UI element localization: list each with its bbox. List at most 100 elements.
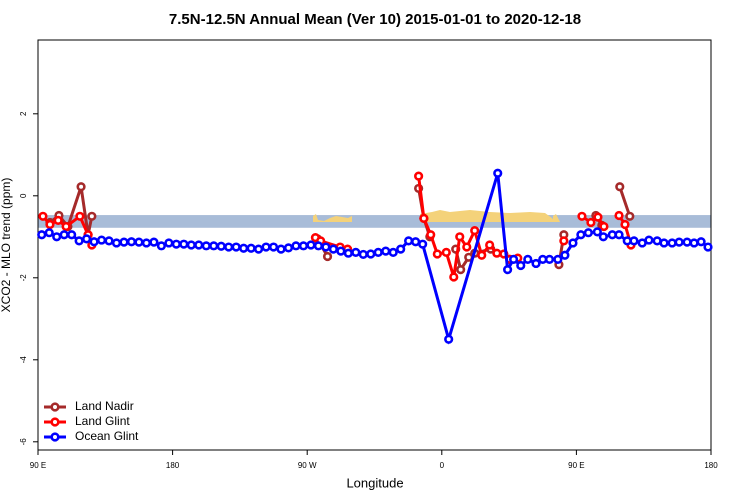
point bbox=[444, 334, 454, 344]
point bbox=[358, 249, 368, 260]
point bbox=[119, 237, 129, 247]
point bbox=[141, 238, 152, 248]
x-tick-label: 90 E bbox=[568, 461, 584, 470]
point bbox=[477, 250, 487, 260]
y-tick-label: -2 bbox=[19, 274, 28, 282]
point bbox=[403, 236, 414, 246]
point bbox=[194, 240, 204, 250]
point bbox=[59, 230, 69, 240]
point bbox=[343, 248, 353, 258]
point bbox=[201, 241, 211, 251]
point bbox=[492, 248, 502, 258]
y-tick-label: 2 bbox=[19, 111, 28, 116]
point bbox=[44, 228, 54, 238]
point bbox=[432, 249, 442, 259]
legend-marker bbox=[50, 432, 60, 442]
point bbox=[598, 232, 608, 242]
point bbox=[516, 260, 526, 271]
land-mask bbox=[313, 210, 560, 222]
point bbox=[298, 241, 309, 251]
legend-marker bbox=[50, 417, 60, 427]
point bbox=[592, 227, 602, 237]
point bbox=[253, 244, 264, 254]
point bbox=[629, 236, 639, 246]
point bbox=[38, 211, 48, 221]
point bbox=[544, 254, 555, 264]
point bbox=[419, 213, 429, 223]
point bbox=[414, 171, 424, 181]
point bbox=[351, 247, 361, 257]
point bbox=[689, 238, 699, 248]
point bbox=[493, 168, 503, 178]
x-tick-label: 180 bbox=[704, 461, 718, 470]
point bbox=[126, 237, 137, 247]
point bbox=[418, 239, 428, 249]
point bbox=[388, 247, 398, 257]
series-line bbox=[41, 172, 709, 345]
point bbox=[291, 241, 301, 251]
point bbox=[625, 211, 635, 221]
point bbox=[560, 250, 570, 260]
point bbox=[134, 237, 144, 247]
point bbox=[441, 247, 451, 257]
point bbox=[179, 239, 189, 249]
point bbox=[261, 242, 271, 252]
point bbox=[682, 237, 692, 247]
legend-label: Ocean Glint bbox=[75, 429, 139, 443]
point bbox=[667, 238, 677, 248]
point bbox=[696, 237, 706, 247]
y-tick-label: -4 bbox=[19, 356, 28, 364]
point bbox=[53, 215, 63, 225]
point bbox=[462, 242, 472, 252]
point bbox=[276, 244, 286, 254]
point bbox=[508, 254, 519, 264]
x-tick-label: 0 bbox=[440, 461, 445, 470]
point bbox=[614, 230, 624, 240]
plot-layer bbox=[37, 168, 713, 345]
point bbox=[171, 239, 181, 249]
point bbox=[674, 237, 684, 247]
point bbox=[67, 230, 77, 240]
point bbox=[455, 232, 465, 242]
point bbox=[583, 228, 593, 238]
point bbox=[586, 217, 596, 228]
x-tick-label: 90 E bbox=[30, 461, 46, 470]
point bbox=[76, 182, 86, 192]
band-layer bbox=[38, 215, 711, 228]
point bbox=[74, 236, 84, 246]
point bbox=[45, 219, 55, 230]
point bbox=[373, 247, 383, 257]
point bbox=[593, 212, 603, 222]
point bbox=[703, 242, 713, 252]
point bbox=[268, 242, 279, 252]
point bbox=[615, 182, 625, 192]
y-axis-label: XCO2 - MLO trend (ppm) bbox=[0, 178, 13, 313]
point bbox=[321, 242, 331, 252]
point bbox=[485, 240, 495, 250]
point bbox=[246, 243, 256, 253]
point bbox=[523, 254, 533, 264]
point bbox=[306, 240, 316, 250]
point bbox=[659, 238, 669, 248]
legend-label: Land Nadir bbox=[75, 399, 134, 413]
point bbox=[576, 230, 586, 240]
point bbox=[366, 249, 376, 259]
point bbox=[381, 246, 391, 256]
point bbox=[239, 243, 249, 253]
point bbox=[559, 236, 569, 246]
legend-marker bbox=[50, 402, 60, 412]
point bbox=[328, 244, 338, 254]
point bbox=[216, 241, 226, 251]
point bbox=[209, 241, 219, 251]
x-axis-label: Longitude bbox=[346, 475, 403, 490]
reference-band bbox=[38, 215, 711, 228]
chart-title: 7.5N-12.5N Annual Mean (Ver 10) 2015-01-… bbox=[169, 11, 581, 28]
point bbox=[426, 230, 436, 240]
point bbox=[599, 221, 609, 232]
point bbox=[82, 234, 92, 244]
point bbox=[411, 237, 421, 247]
point bbox=[313, 241, 324, 251]
point bbox=[577, 211, 587, 221]
point bbox=[449, 272, 459, 282]
